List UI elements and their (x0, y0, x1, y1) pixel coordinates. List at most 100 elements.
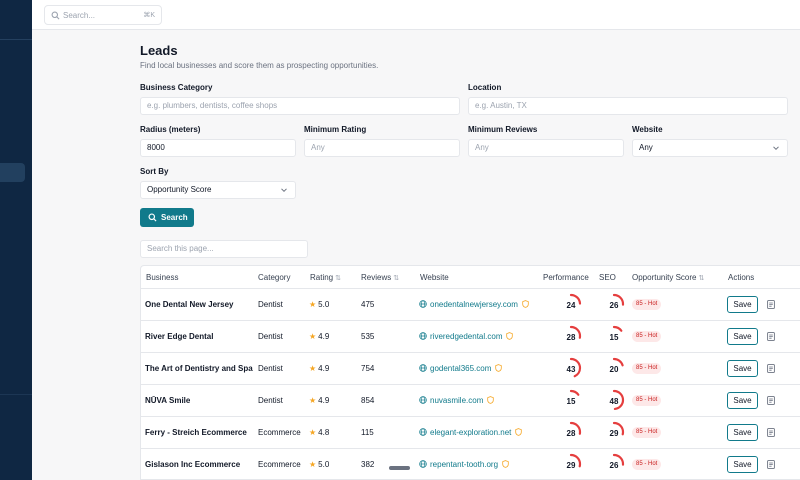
website-link[interactable]: onedentalnewjersey.com (419, 300, 529, 309)
business-category: Dentist (258, 396, 283, 405)
website-link[interactable]: nuvasmile.com (419, 396, 495, 405)
business-category: Ecommerce (258, 460, 301, 469)
sidebar-item-active[interactable] (0, 163, 25, 182)
reviews-count: 382 (361, 460, 375, 469)
opportunity-badge: 85 - Hot (632, 427, 662, 438)
reviews-count: 535 (361, 332, 375, 341)
table-row: One Dental New Jersey Dentist ★ 5.0 475 onede… (141, 288, 800, 320)
website-link[interactable]: riveredgedental.com (419, 332, 514, 341)
website-link[interactable]: godental365.com (419, 364, 503, 373)
header-rating[interactable]: Rating ⇅ (310, 273, 341, 282)
business-category: Ecommerce (258, 428, 301, 437)
header-category: Category (258, 273, 291, 282)
performance-gauge-value: 29 (566, 461, 576, 470)
save-button[interactable]: Save (727, 424, 758, 441)
seo-gauge-value: 48 (609, 397, 619, 406)
seo-gauge-value: 26 (609, 461, 619, 470)
website-url: onedentalnewjersey.com (430, 300, 518, 309)
website-url: elegant-exploration.net (430, 428, 512, 437)
search-icon (148, 213, 157, 222)
reviews-count: 475 (361, 300, 375, 309)
save-button[interactable]: Save (727, 328, 758, 345)
globe-icon (419, 300, 427, 308)
website-select[interactable]: Any (632, 139, 788, 157)
website-url: repentant-tooth.org (430, 460, 499, 469)
shield-icon (515, 428, 523, 436)
export-icon[interactable] (767, 364, 775, 373)
radius-label: Radius (meters) (140, 125, 201, 134)
business-category: Dentist (258, 364, 283, 373)
globe-icon (419, 364, 427, 372)
search-icon (51, 11, 60, 20)
opportunity-badge: 85 - Hot (632, 395, 662, 406)
table-row: Gislason Inc Ecommerce Ecommerce ★ 5.0 382 re… (141, 448, 800, 479)
header-business: Business (146, 273, 179, 282)
seo-gauge-value: 15 (609, 333, 619, 342)
website-label: Website (632, 125, 663, 134)
opportunity-badge: 85 - Hot (632, 331, 662, 342)
search-button[interactable]: Search (140, 208, 194, 227)
radius-input[interactable]: 8000 (140, 139, 296, 157)
performance-gauge-value: 43 (566, 365, 576, 374)
seo-gauge-value: 20 (609, 365, 619, 374)
performance-gauge-value: 28 (566, 333, 576, 342)
opportunity-badge: 85 - Hot (632, 299, 662, 310)
page-subtitle: Find local businesses and score them as … (140, 61, 379, 70)
seo-gauge: 15 (603, 325, 629, 351)
sort-icon: ⇅ (335, 275, 341, 282)
global-search-input[interactable]: Search... ⌘K (44, 5, 162, 25)
save-button[interactable]: Save (727, 392, 758, 409)
location-label: Location (468, 83, 502, 92)
export-icon[interactable] (767, 396, 775, 405)
page-search-input[interactable]: Search this page... (140, 240, 308, 258)
seo-gauge: 26 (603, 293, 629, 319)
website-url: nuvasmile.com (430, 396, 484, 405)
header-rating-label: Rating (310, 273, 334, 282)
save-button[interactable]: Save (727, 296, 758, 313)
sort-label: Sort By (140, 167, 169, 176)
star-icon: ★ (309, 300, 317, 309)
location-input[interactable]: e.g. Austin, TX (468, 97, 788, 115)
min-reviews-input[interactable]: Any (468, 139, 624, 157)
header-opportunity[interactable]: Opportunity Score ⇅ (632, 273, 704, 282)
min-rating-label: Minimum Rating (304, 125, 367, 134)
performance-gauge-value: 24 (566, 301, 576, 310)
website-link[interactable]: repentant-tooth.org (419, 460, 509, 469)
header-reviews[interactable]: Reviews ⇅ (361, 273, 399, 282)
sort-select[interactable]: Opportunity Score (140, 181, 296, 199)
website-link[interactable]: elegant-exploration.net (419, 428, 523, 437)
star-icon: ★ (309, 396, 317, 405)
seo-gauge-value: 29 (609, 429, 619, 438)
export-icon[interactable] (767, 460, 775, 469)
performance-gauge-value: 15 (566, 397, 576, 406)
export-icon[interactable] (767, 300, 775, 309)
global-search-placeholder: Search... (63, 11, 96, 20)
performance-gauge: 43 (560, 357, 586, 383)
business-name: River Edge Dental (145, 332, 214, 341)
table-row: Ferry - Streich Ecommerce Ecommerce ★ 4.8 11… (141, 416, 800, 448)
shield-icon (506, 332, 514, 340)
category-input[interactable]: e.g. plumbers, dentists, coffee shops (140, 97, 460, 115)
shield-icon (487, 396, 495, 404)
rating-value: 5.0 (318, 460, 330, 469)
business-name: The Art of Dentistry and Spa (145, 364, 253, 373)
export-icon[interactable] (767, 332, 775, 341)
business-name: NŪVA Smile (145, 396, 191, 405)
website-select-value: Any (639, 143, 653, 152)
search-button-label: Search (161, 213, 188, 222)
sort-icon: ⇅ (698, 275, 705, 282)
min-reviews-label: Minimum Reviews (468, 125, 538, 134)
header-performance: Performance (543, 273, 589, 282)
business-category: Dentist (258, 332, 283, 341)
performance-gauge-value: 28 (566, 429, 576, 438)
min-rating-input[interactable]: Any (304, 139, 460, 157)
save-button[interactable]: Save (727, 456, 758, 473)
save-button[interactable]: Save (727, 360, 758, 377)
performance-gauge: 28 (560, 325, 586, 351)
scrollbar-thumb[interactable] (389, 466, 410, 470)
sidebar-divider (0, 394, 32, 395)
shortcut-hint: ⌘K (143, 12, 155, 19)
export-icon[interactable] (767, 428, 775, 437)
star-icon: ★ (309, 364, 317, 373)
reviews-count: 115 (361, 428, 374, 437)
